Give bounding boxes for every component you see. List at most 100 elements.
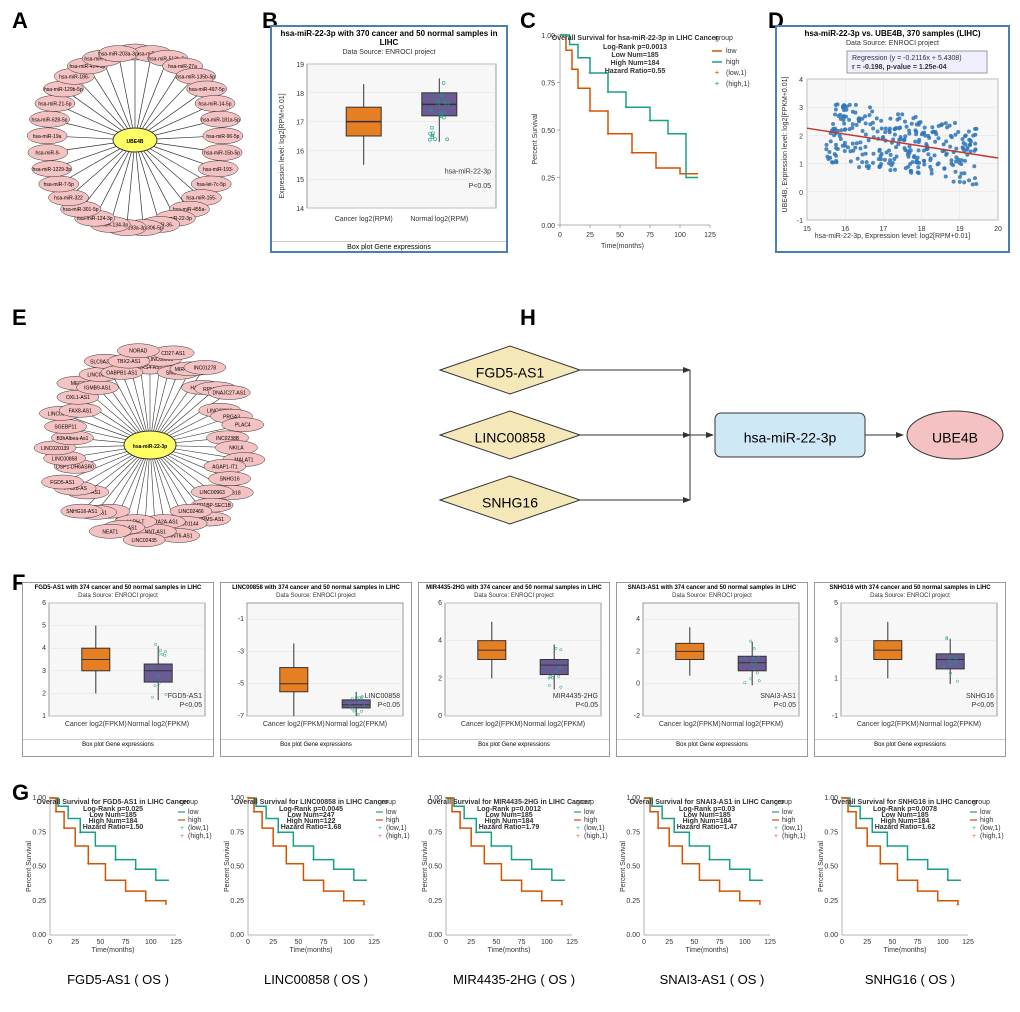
svg-text:0.75: 0.75 — [626, 829, 640, 836]
svg-text:125: 125 — [170, 939, 182, 946]
svg-text:+: + — [865, 844, 869, 850]
svg-text:0.00: 0.00 — [541, 223, 555, 230]
svg-text:4: 4 — [438, 638, 442, 645]
svg-text:2: 2 — [438, 675, 442, 682]
svg-text:Normal log2(FPKM): Normal log2(FPKM) — [127, 721, 189, 728]
svg-text:100: 100 — [674, 232, 686, 239]
svg-text:-5: -5 — [238, 681, 244, 688]
svg-text:18: 18 — [918, 226, 926, 233]
svg-text:hsa-miR-155-: hsa-miR-155- — [186, 196, 217, 202]
km-1: 0.000.250.500.751.000255075100125+++++++… — [220, 792, 412, 957]
svg-text:SNHG16-AS1: SNHG16-AS1 — [66, 509, 97, 515]
svg-text:Percent Survival: Percent Survival — [224, 841, 231, 892]
svg-text:UBE4B, Expression level: log2[: UBE4B, Expression level: log2[FPKM+0.01] — [782, 76, 789, 212]
svg-text:hsa-miR-22-3p, Expression leve: hsa-miR-22-3p, Expression level: log2[RP… — [815, 233, 970, 240]
svg-text:Normal log2(FPKM): Normal log2(FPKM) — [919, 721, 981, 728]
svg-text:+: + — [180, 826, 184, 832]
svg-text:UBE4B: UBE4B — [932, 430, 978, 446]
svg-text:3: 3 — [834, 638, 838, 645]
plot-title: hsa-miR-22-3p with 370 cancer and 50 nor… — [272, 27, 506, 49]
svg-text:0: 0 — [246, 939, 250, 946]
svg-text:50: 50 — [295, 939, 303, 946]
svg-text:high: high — [980, 817, 993, 824]
svg-text:16: 16 — [841, 226, 849, 233]
svg-text:0.25: 0.25 — [541, 176, 555, 183]
svg-text:(high,1): (high,1) — [188, 833, 212, 840]
svg-text:0: 0 — [642, 939, 646, 946]
svg-text:Percent Survival: Percent Survival — [422, 841, 429, 892]
svg-text:hsa-miR-1229-3p: hsa-miR-1229-3p — [33, 167, 72, 173]
svg-text:125: 125 — [704, 232, 716, 239]
svg-text:hsa-miR-14-5p: hsa-miR-14-5p — [199, 101, 232, 107]
svg-text:B3hAlbea-As1: B3hAlbea-As1 — [56, 436, 88, 442]
svg-text:LINC00858: LINC00858 — [52, 456, 78, 462]
svg-text:LINC02466: LINC02466 — [178, 509, 204, 515]
svg-text:Expression level: log2[RPM+0.0: Expression level: log2[RPM+0.01] — [279, 93, 286, 198]
svg-text:hsa-miR-628-5p: hsa-miR-628-5p — [32, 117, 68, 123]
svg-text:+: + — [606, 131, 610, 138]
svg-text:+: + — [180, 834, 184, 840]
svg-text:hsa-miR-497-5p: hsa-miR-497-5p — [189, 87, 225, 93]
svg-text:125: 125 — [368, 939, 380, 946]
svg-text:15: 15 — [296, 177, 304, 184]
svg-text:Normal log2(FPKM): Normal log2(FPKM) — [721, 721, 783, 728]
svg-text:50: 50 — [616, 232, 624, 239]
svg-text:low: low — [188, 809, 199, 816]
svg-text:0.50: 0.50 — [230, 864, 244, 871]
svg-text:Overall Survival for SNAI3-AS1: Overall Survival for SNAI3-AS1 in LIHC C… — [630, 799, 785, 806]
svg-text:0.75: 0.75 — [32, 829, 46, 836]
svg-text:+: + — [774, 834, 778, 840]
svg-text:hsa-miR-19a: hsa-miR-19a — [33, 134, 62, 140]
g-label: SNHG16 ( OS ) — [814, 972, 1006, 987]
svg-text:0.00: 0.00 — [428, 932, 442, 939]
svg-text:125: 125 — [764, 939, 776, 946]
boxplot-SNHG16: SNHG16 with 374 cancer and 50 normal sam… — [814, 582, 1006, 757]
svg-text:Percent Survival: Percent Survival — [26, 841, 33, 892]
svg-text:20: 20 — [994, 226, 1002, 233]
svg-text:Percent Survival: Percent Survival — [620, 841, 627, 892]
svg-text:Cancer log2(FPKM): Cancer log2(FPKM) — [65, 721, 127, 728]
svg-text:2: 2 — [636, 648, 640, 655]
svg-text:6: 6 — [42, 600, 46, 607]
svg-text:0.00: 0.00 — [230, 932, 244, 939]
svg-text:50: 50 — [97, 939, 105, 946]
svg-text:High Num=184: High Num=184 — [611, 60, 660, 67]
svg-text:0.50: 0.50 — [824, 864, 838, 871]
svg-text:5: 5 — [42, 623, 46, 630]
svg-text:Percent Survival: Percent Survival — [532, 113, 539, 164]
svg-text:hsa-miR-135b-5p: hsa-miR-135b-5p — [176, 74, 215, 80]
svg-text:+: + — [87, 862, 91, 868]
svg-text:17: 17 — [880, 226, 888, 233]
svg-text:+: + — [588, 108, 592, 115]
svg-text:+: + — [718, 889, 722, 895]
svg-text:+: + — [540, 899, 544, 905]
svg-text:+: + — [134, 867, 138, 873]
svg-text:+: + — [715, 68, 720, 77]
svg-text:group: group — [774, 799, 792, 806]
svg-text:(low,1): (low,1) — [188, 825, 209, 832]
svg-text:Hazard Ratio=1.79: Hazard Ratio=1.79 — [479, 824, 540, 831]
svg-text:low: low — [980, 809, 991, 816]
svg-text:-2: -2 — [634, 713, 640, 720]
svg-text:Hazard Ratio=1.62: Hazard Ratio=1.62 — [875, 824, 936, 831]
svg-text:6: 6 — [438, 600, 442, 607]
svg-text:SNHG16: SNHG16 — [220, 477, 240, 483]
km-2: 0.000.250.500.751.000255075100125+++++++… — [418, 792, 610, 957]
svg-text:0.75: 0.75 — [824, 829, 838, 836]
svg-text:LINC00963: LINC00963 — [200, 490, 226, 496]
box-legend: Box plot Gene expressions — [272, 241, 506, 253]
svg-text:SNHG16: SNHG16 — [966, 693, 994, 700]
svg-text:MIR4435-2HG: MIR4435-2HG — [553, 693, 598, 700]
svg-text:+: + — [378, 826, 382, 832]
svg-text:FGD5-AS1: FGD5-AS1 — [50, 480, 75, 486]
svg-text:(low,1): (low,1) — [726, 70, 747, 77]
svg-text:+: + — [490, 844, 494, 850]
svg-text:P<0.05: P<0.05 — [378, 702, 400, 709]
svg-text:0: 0 — [840, 939, 844, 946]
svg-text:INC01278: INC01278 — [194, 365, 217, 371]
svg-text:0.75: 0.75 — [428, 829, 442, 836]
svg-text:-1: -1 — [832, 713, 838, 720]
svg-text:+: + — [570, 66, 574, 73]
svg-text:hsa-miR-15b-5p: hsa-miR-15b-5p — [204, 151, 240, 157]
svg-text:75: 75 — [320, 939, 328, 946]
